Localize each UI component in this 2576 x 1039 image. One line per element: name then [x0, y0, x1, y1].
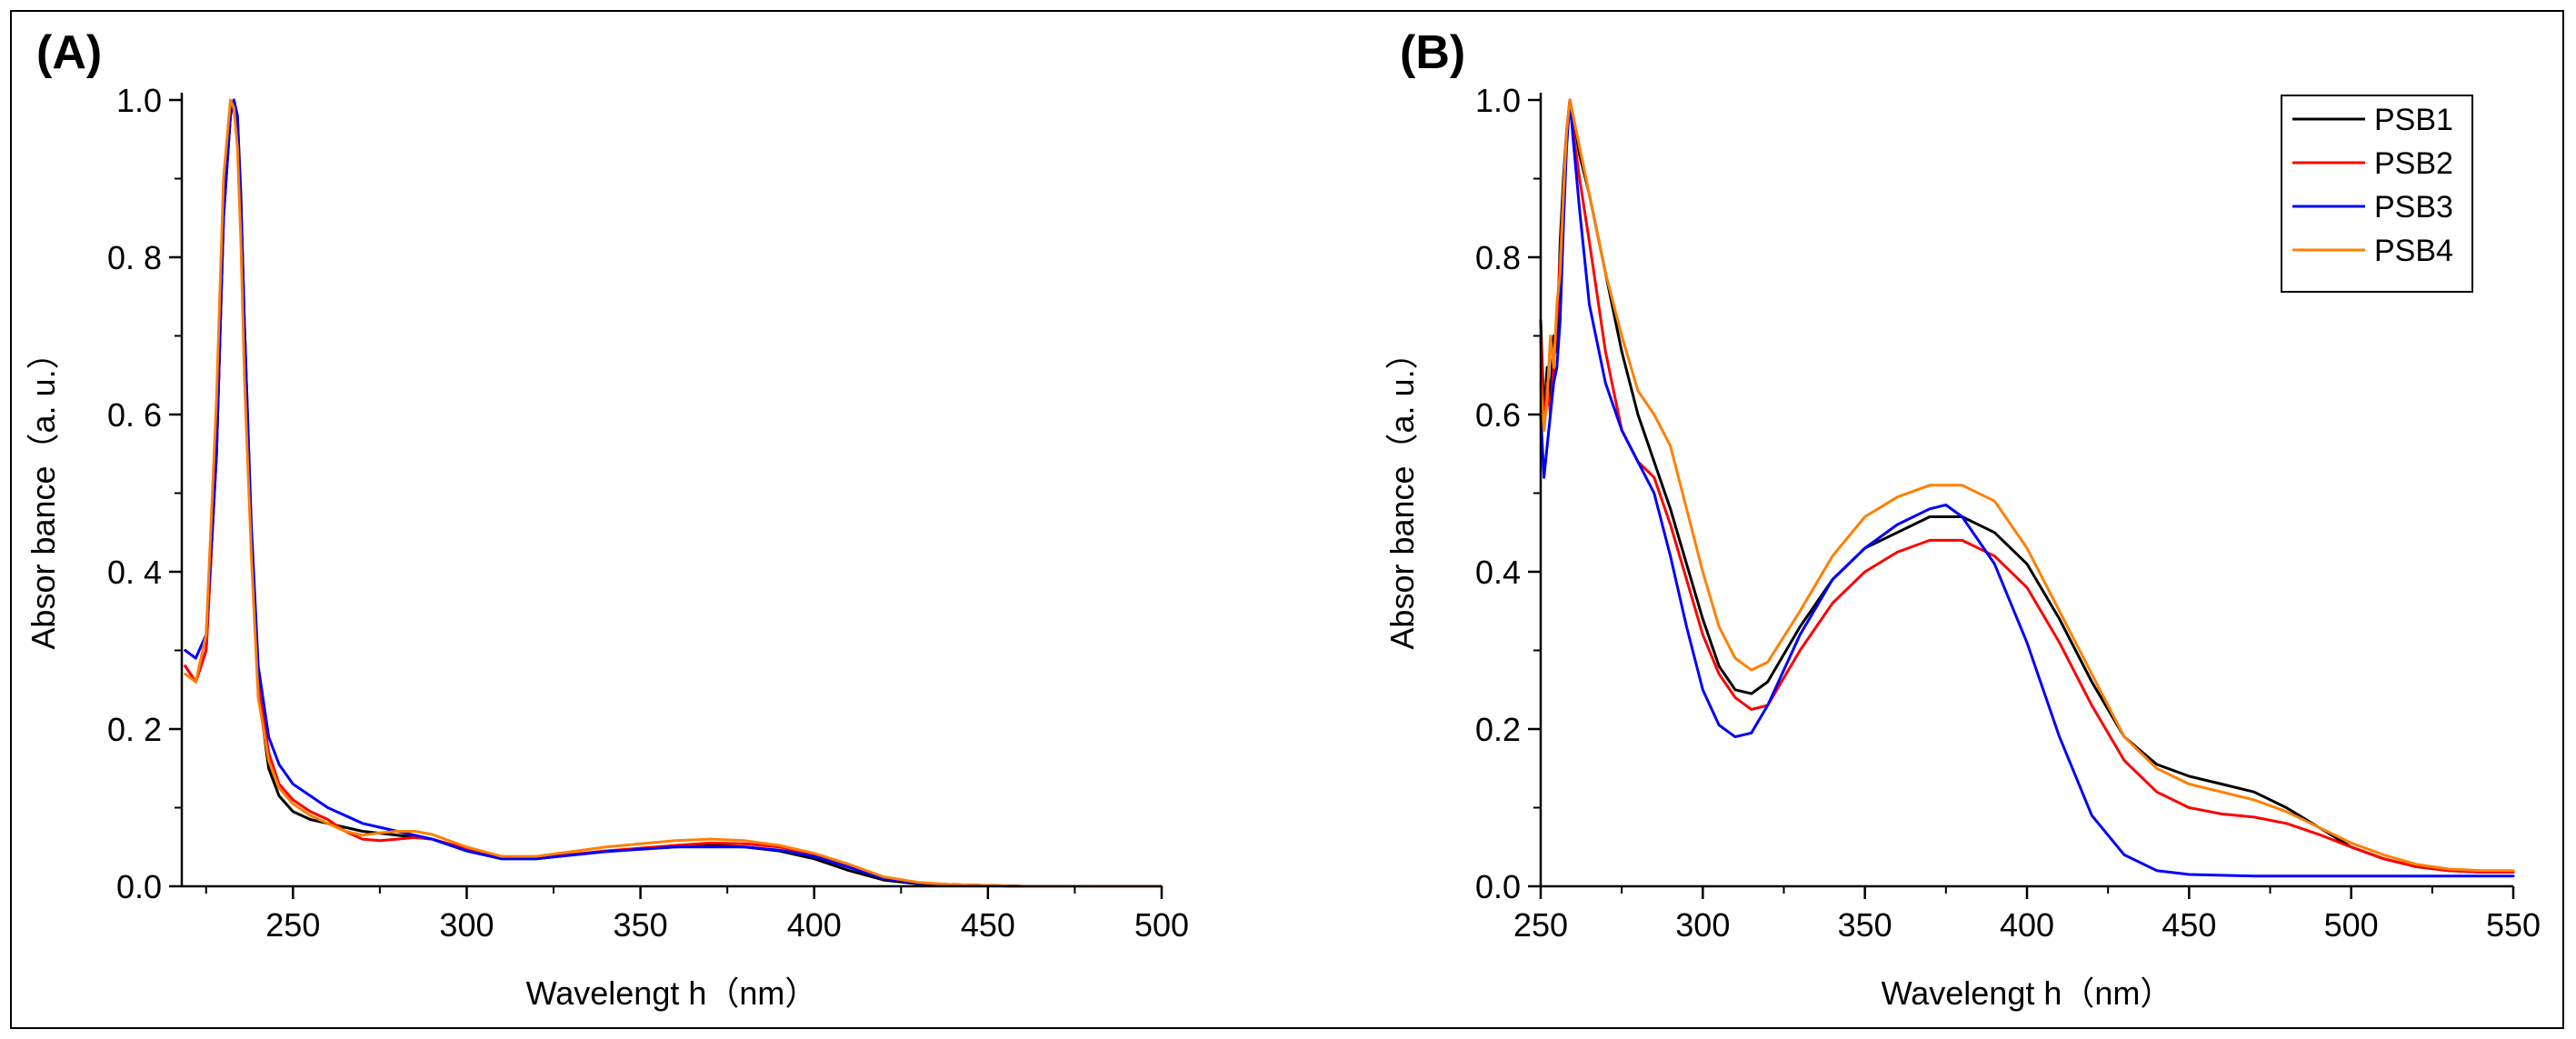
- legend-label-psb4: PSB4: [2374, 234, 2453, 268]
- series-line-psb3-a: [184, 98, 1163, 888]
- x-tick-label-b: 550: [2486, 906, 2541, 944]
- y-tick-label-a: 0. 2: [107, 711, 162, 748]
- x-tick-label-a: 350: [614, 906, 668, 944]
- y-axis-title-b: Absor bance（a. u.）: [1383, 336, 1421, 649]
- y-tick-label-a: 0.0: [116, 868, 162, 905]
- y-tick-label-b: 1.0: [1475, 82, 1521, 119]
- x-tick-label-b: 450: [2162, 906, 2216, 944]
- y-tick-label-a: 1.0: [116, 82, 162, 119]
- x-tick-label-a: 300: [439, 906, 494, 944]
- y-tick-label-b: 0.0: [1475, 868, 1521, 905]
- series-line-psb4-a: [184, 98, 1163, 888]
- x-tick-label-a: 450: [961, 906, 1015, 944]
- y-tick-label-a: 0. 4: [107, 554, 162, 591]
- legend-label-psb2: PSB2: [2374, 146, 2453, 181]
- chart-a: 250 300 350 400 450 500 0.0 0. 2 0. 4 0. 6 0. 8 1.0…: [25, 82, 1189, 1012]
- x-tick-label-b: 350: [1838, 906, 1892, 944]
- series-line-psb1-a: [184, 98, 1163, 888]
- chart-b: 250 300 350 400 450 500 550 0.0 0.2 0.4 0.6 0.8 1.0 W…: [1383, 82, 2541, 1012]
- legend: PSB1 PSB2 PSB3 PSB4: [2281, 95, 2473, 293]
- x-axis-title-a: Wavelengt h（nm）: [526, 974, 818, 1012]
- panel-a-label: (A): [36, 26, 102, 79]
- x-tick-label-a: 500: [1134, 906, 1189, 944]
- legend-label-psb3: PSB3: [2374, 190, 2453, 225]
- series-line-psb2-a: [184, 98, 1163, 888]
- y-tick-label-a: 0. 6: [107, 396, 162, 434]
- panel-b-label: (B): [1400, 26, 1465, 79]
- x-tick-label-a: 400: [787, 906, 842, 944]
- y-tick-label-b: 0.2: [1475, 711, 1521, 748]
- y-tick-label-b: 0.6: [1475, 396, 1521, 434]
- legend-box: [2281, 95, 2473, 293]
- legend-label-psb1: PSB1: [2374, 103, 2453, 137]
- figure-border: [10, 10, 2564, 1029]
- y-tick-label-b: 0.4: [1475, 554, 1521, 591]
- x-tick-label-b: 400: [2000, 906, 2054, 944]
- x-tick-label-a: 250: [265, 906, 320, 944]
- y-tick-label-b: 0.8: [1475, 239, 1521, 276]
- series-line-psb4-b: [1539, 98, 2515, 873]
- y-tick-label-a: 0. 8: [107, 239, 162, 276]
- x-tick-label-b: 500: [2324, 906, 2379, 944]
- x-axis-title-b: Wavelengt h（nm）: [1882, 974, 2173, 1012]
- y-axis-title-a: Absor bance（a. u.）: [25, 336, 62, 649]
- x-tick-label-b: 300: [1675, 906, 1730, 944]
- x-tick-label-b: 250: [1513, 906, 1568, 944]
